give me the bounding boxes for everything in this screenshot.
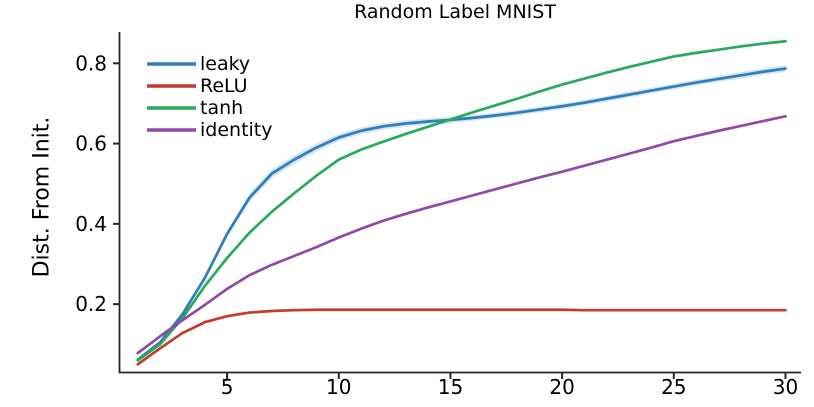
- axis-spines: [118, 32, 801, 374]
- series-line-tanh: [136, 39, 787, 362]
- y-tick-label: 0.8: [75, 51, 107, 75]
- chart-title: Random Label MNIST: [354, 1, 556, 23]
- legend-label-leaky: leaky: [200, 53, 250, 75]
- y-tick-label: 0.4: [75, 212, 107, 236]
- x-tick-label: 5: [221, 375, 234, 399]
- series-line-identity: [136, 114, 787, 355]
- series-line-ReLU: [136, 308, 787, 366]
- legend-label-ReLU: ReLU: [200, 75, 248, 97]
- y-tick-label: 0.2: [75, 292, 107, 316]
- x-tick-label: 30: [773, 375, 798, 399]
- x-tick-label: 25: [661, 375, 686, 399]
- x-tick-label: 10: [326, 375, 351, 399]
- legend-label-identity: identity: [200, 119, 273, 141]
- y-tick-label: 0.6: [75, 132, 107, 156]
- series-line-leaky: [136, 67, 787, 361]
- x-tick-label: 15: [438, 375, 463, 399]
- legend-label-tanh: tanh: [200, 97, 243, 119]
- x-tick-label: 20: [549, 375, 574, 399]
